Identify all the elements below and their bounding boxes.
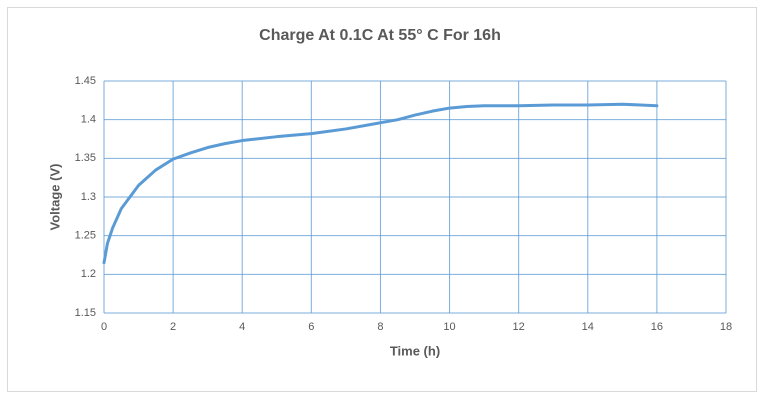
y-tick-label: 1.35	[75, 152, 96, 164]
x-tick-label: 8	[377, 321, 383, 333]
x-tick-label: 0	[101, 321, 107, 333]
data-line	[102, 102, 659, 265]
x-tick-label: 14	[582, 321, 594, 333]
x-tick-label: 10	[443, 321, 455, 333]
y-axis-label: Voltage (V)	[47, 164, 62, 231]
y-tick-label: 1.25	[75, 230, 96, 242]
chart-title: Charge At 0.1C At 55° C For 16h	[259, 27, 501, 44]
x-axis-label: Time (h)	[390, 343, 440, 358]
x-tick-label: 2	[170, 321, 176, 333]
x-tick-label: 4	[239, 321, 245, 333]
chart-border	[7, 7, 757, 392]
x-tick-label: 12	[513, 321, 525, 333]
y-tick-label: 1.2	[81, 268, 96, 280]
y-tick-label: 1.45	[75, 75, 96, 87]
x-tick-label: 18	[720, 321, 732, 333]
y-tick-label: 1.15	[75, 307, 96, 319]
y-tick-label: 1.4	[81, 114, 96, 126]
x-tick-label: 6	[308, 321, 314, 333]
x-tick-label: 16	[651, 321, 663, 333]
y-tick-label: 1.3	[81, 191, 96, 203]
